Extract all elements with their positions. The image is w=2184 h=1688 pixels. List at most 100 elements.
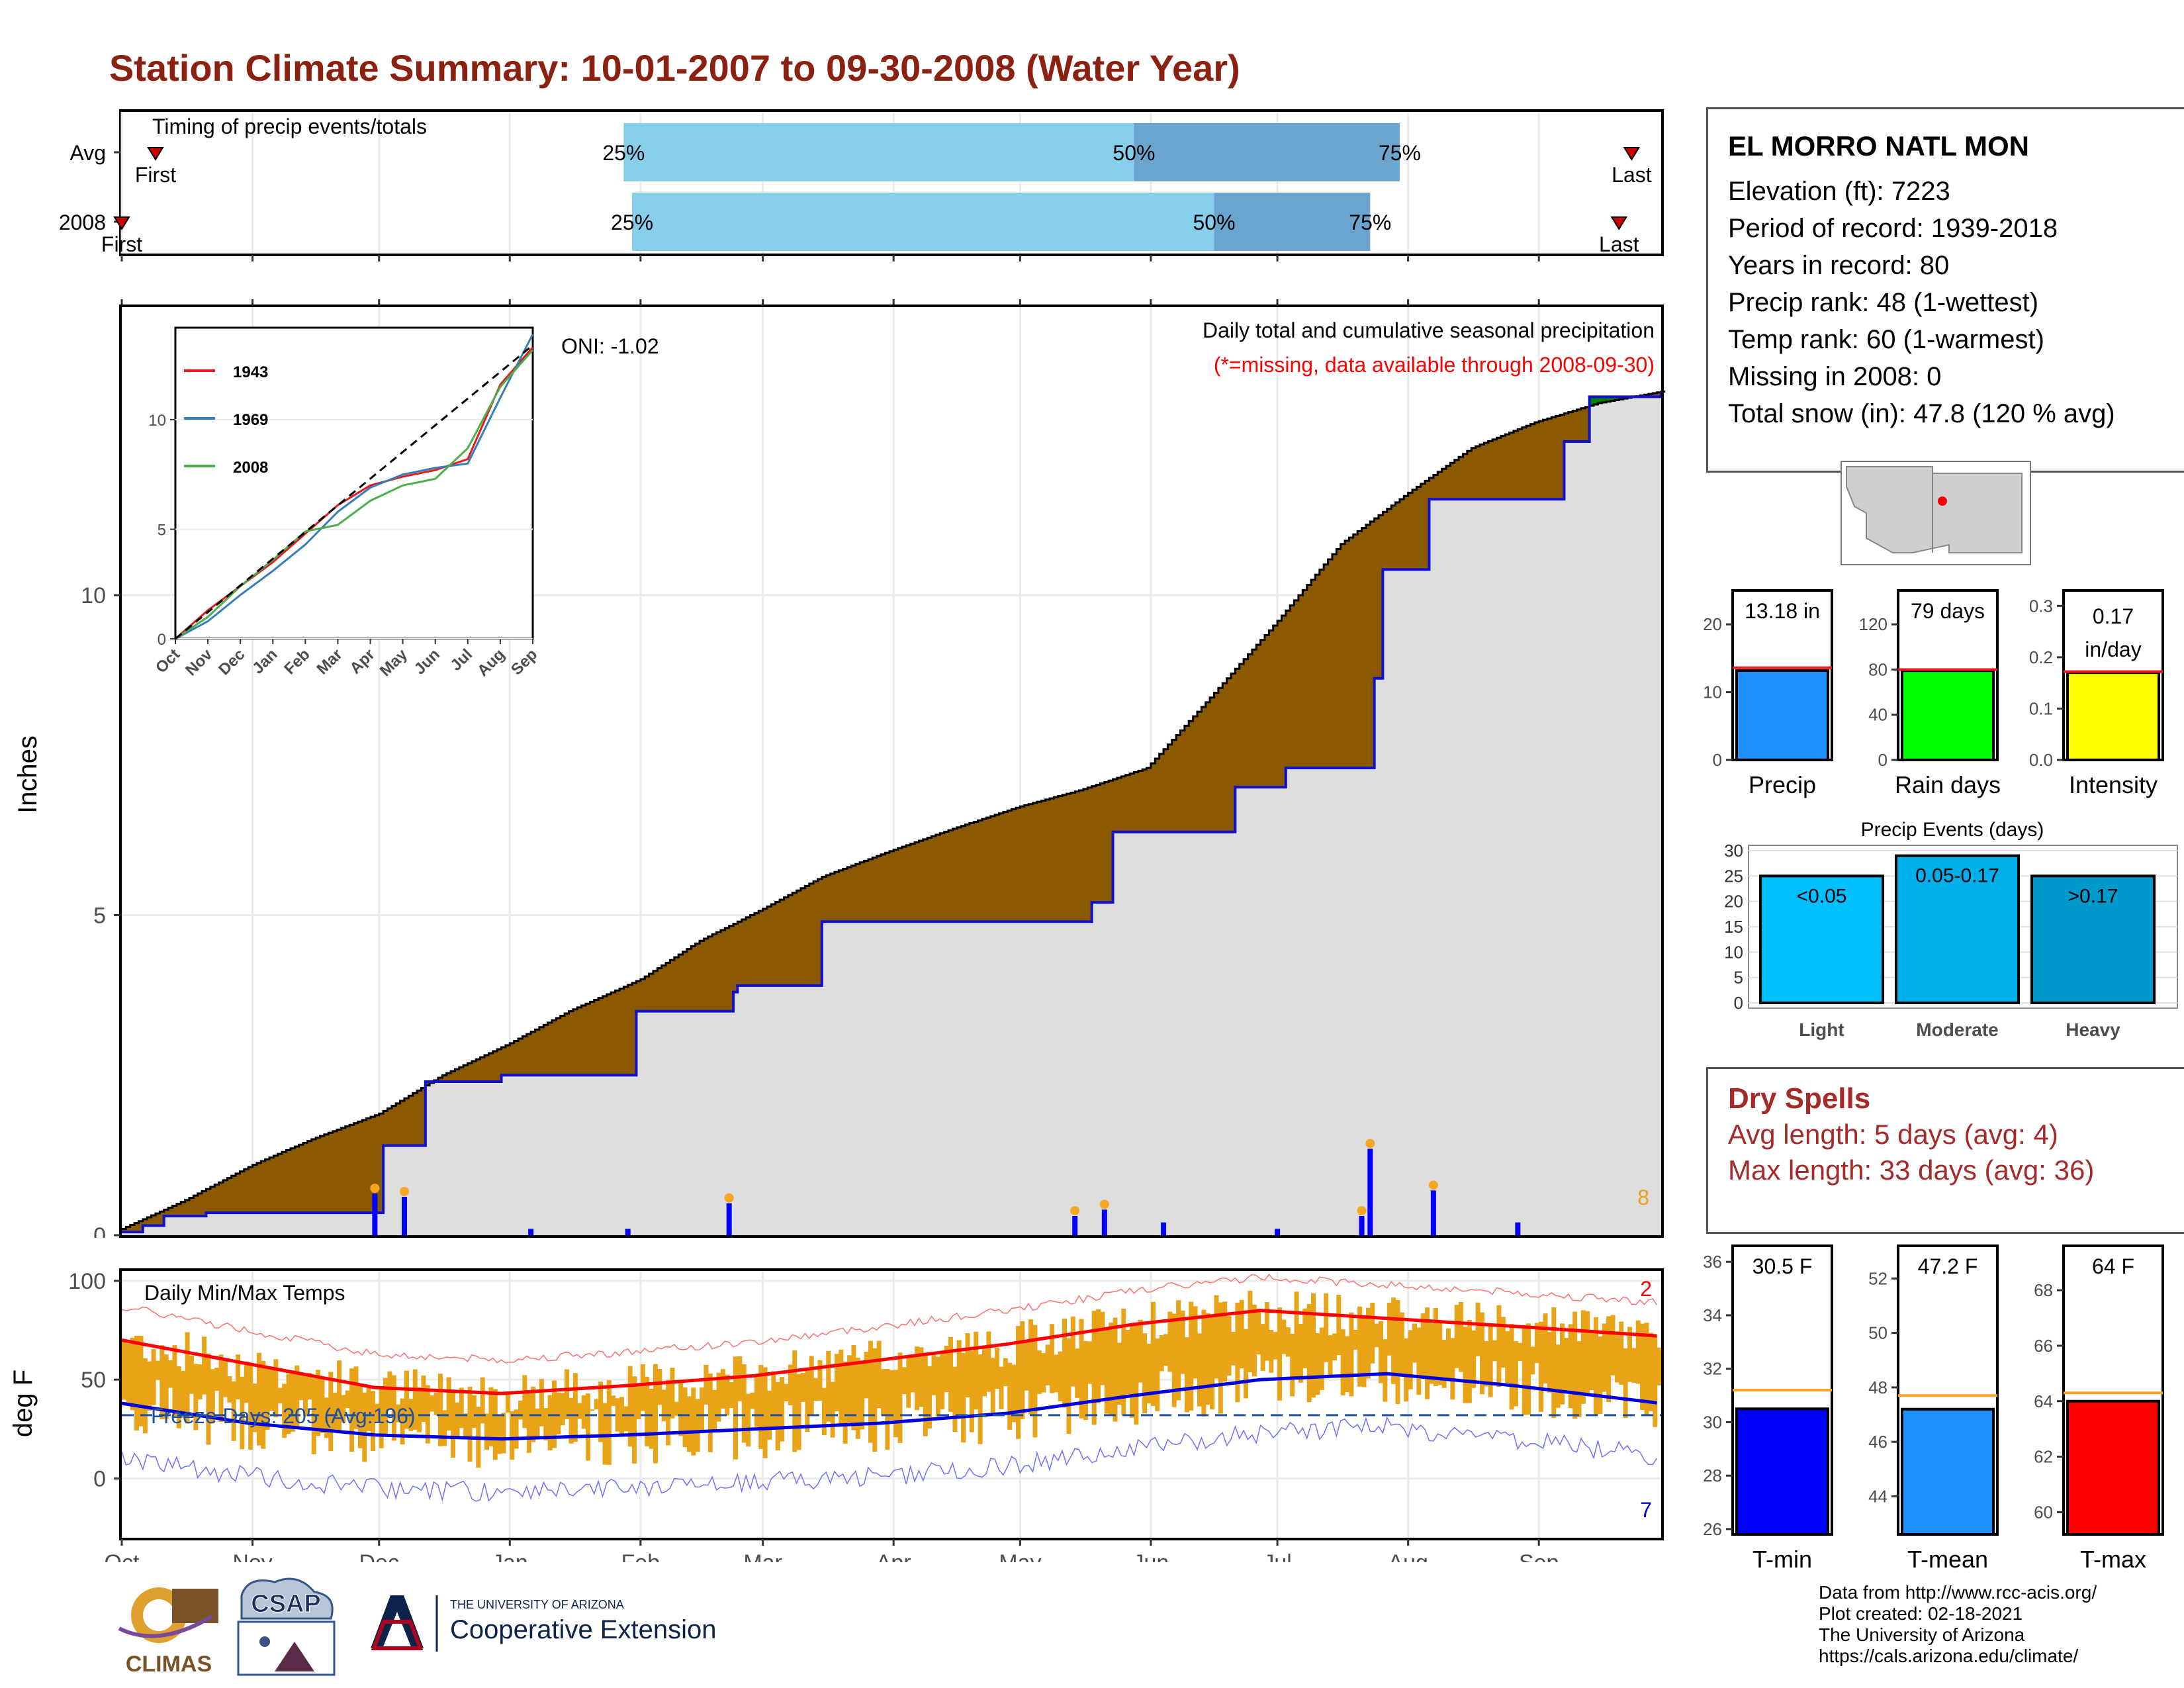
temp-daily-bar — [387, 1371, 392, 1409]
temp-daily-bar — [982, 1348, 987, 1397]
dry-spells-box: Dry Spells Avg length: 5 days (avg: 4) M… — [1706, 1067, 2184, 1234]
temp-daily-bar — [707, 1373, 713, 1452]
temp-daily-bar — [244, 1361, 249, 1403]
temp-xtick-label: Apr — [876, 1550, 911, 1562]
timing-last-label: Last — [1599, 232, 1639, 256]
events-ytick-label: 30 — [1724, 841, 1743, 861]
svg-text:THE UNIVERSITY OF ARIZONA: THE UNIVERSITY OF ARIZONA — [450, 1598, 624, 1611]
temp-daily-bar — [792, 1350, 797, 1452]
temp-daily-bar — [501, 1413, 506, 1454]
temp-daily-bar — [1513, 1340, 1518, 1407]
temp-daily-bar — [864, 1352, 869, 1399]
temp-daily-bar — [940, 1353, 945, 1409]
temp-daily-bar — [1657, 1347, 1662, 1385]
temp-daily-bar — [1171, 1313, 1177, 1407]
events-category-label: Light — [1799, 1019, 1844, 1040]
temp-daily-bar — [1079, 1319, 1084, 1419]
temp-daily-bar — [1062, 1318, 1068, 1408]
temp-daily-bar — [446, 1377, 451, 1430]
temp-ytick-label: 50 — [81, 1368, 106, 1393]
temp-daily-bar — [130, 1337, 135, 1410]
temp-daily-bar — [915, 1346, 920, 1411]
temp-daily-bar — [897, 1352, 903, 1443]
temp-avg-min-line — [121, 1372, 1657, 1441]
temp-daily-bar — [590, 1409, 595, 1411]
inset-xtick-label: Feb — [281, 645, 313, 678]
temp-daily-bar — [1290, 1333, 1295, 1397]
temp-daily-bar — [851, 1345, 856, 1430]
temp-xtick-label: Mar — [743, 1550, 782, 1562]
station-snow: Total snow (in): 47.8 (120 % avg) — [1728, 399, 2115, 428]
credit-date: Plot created: 02-18-2021 — [1819, 1603, 2023, 1624]
temp-daily-bar — [1083, 1340, 1088, 1421]
temp-daily-bar — [1336, 1295, 1342, 1356]
temp-daily-bar — [1361, 1317, 1367, 1387]
temp-daily-bar — [252, 1383, 257, 1432]
temp-daily-bar — [256, 1352, 261, 1446]
temp-daily-bar — [543, 1408, 549, 1440]
temp-daily-bar — [1488, 1323, 1493, 1397]
temp-daily-bar — [1518, 1342, 1523, 1362]
temp-daily-bar — [227, 1376, 232, 1403]
temp-daily-bar — [341, 1395, 346, 1423]
timing-first-label: First — [135, 163, 176, 187]
temp-daily-bar — [1251, 1304, 1257, 1377]
temp-daily-bar — [657, 1369, 662, 1405]
temp-daily-bar — [771, 1371, 776, 1428]
temp-daily-bar — [1594, 1317, 1599, 1415]
temp-daily-bar — [236, 1354, 241, 1399]
temp-daily-bar — [1459, 1301, 1464, 1372]
mini-bar-ytick-label: 0 — [1713, 750, 1722, 770]
mini-bar-ytick-label: 26 — [1703, 1519, 1722, 1539]
temp-daily-bar — [800, 1373, 805, 1402]
temp-daily-bar — [826, 1350, 831, 1422]
temp-daily-bar — [357, 1385, 363, 1448]
temp-daily-bar — [1425, 1307, 1430, 1399]
timing-chart: 25% 50% 75% First Last 25% 50% 75% First Last Tim… — [59, 109, 1664, 261]
temp-daily-bar — [666, 1380, 671, 1446]
temp-xtick-label: Sep — [1519, 1550, 1559, 1562]
mini-bar-category-label: T-min — [1752, 1546, 1812, 1573]
temp-daily-bar — [653, 1364, 658, 1464]
temp-daily-bar — [585, 1393, 590, 1461]
temp-daily-bar — [636, 1384, 641, 1420]
temp-daily-bar — [796, 1374, 801, 1450]
temp-daily-bar — [750, 1392, 755, 1409]
temp-daily-bar — [674, 1401, 679, 1416]
temp-daily-bar — [893, 1370, 899, 1438]
temp-daily-bar — [518, 1400, 523, 1420]
temp-daily-bar — [1214, 1295, 1219, 1379]
precip-event-marker — [1428, 1180, 1438, 1190]
mini-bar-category-label: Rain days — [1895, 771, 2001, 798]
temp-daily-bar — [691, 1387, 696, 1456]
temp-daily-bar — [1585, 1311, 1590, 1395]
temp-daily-bar — [623, 1406, 629, 1432]
events-category-label: Moderate — [1916, 1019, 1998, 1040]
temp-daily-bar — [492, 1389, 498, 1460]
mini-bar-ytick-label: 34 — [1703, 1305, 1722, 1325]
temp-daily-bar — [1306, 1303, 1312, 1403]
temp-daily-bar — [1285, 1327, 1291, 1357]
timing-p75-label: 75% — [1349, 211, 1391, 234]
inset-series-line — [175, 349, 534, 640]
temp-daily-bar — [990, 1358, 995, 1415]
temp-daily-bar — [442, 1410, 447, 1446]
page-title: Station Climate Summary: 10-01-2007 to 0… — [109, 47, 1240, 89]
temp-daily-bar — [1627, 1327, 1632, 1382]
temp-daily-bar — [775, 1382, 780, 1451]
temp-daily-bar — [185, 1332, 190, 1424]
temp-daily-bar — [1248, 1290, 1253, 1373]
temp-daily-bar — [632, 1376, 637, 1464]
mini-bar-ytick-label: 36 — [1703, 1252, 1722, 1272]
temp-daily-bar — [1631, 1348, 1637, 1383]
events-ytick-label: 25 — [1724, 866, 1743, 886]
temp-daily-bar — [1066, 1338, 1071, 1434]
temp-daily-bar — [324, 1397, 329, 1438]
temp-daily-bar — [122, 1340, 126, 1400]
temp-daily-bar — [345, 1390, 350, 1409]
mini-bar-category-label: Precip — [1749, 771, 1816, 798]
events-bar-label: <0.05 — [1797, 885, 1847, 907]
temp-daily-bar — [700, 1387, 705, 1431]
temp-daily-bar — [686, 1396, 692, 1452]
temp-xtick-label: Nov — [232, 1550, 272, 1562]
